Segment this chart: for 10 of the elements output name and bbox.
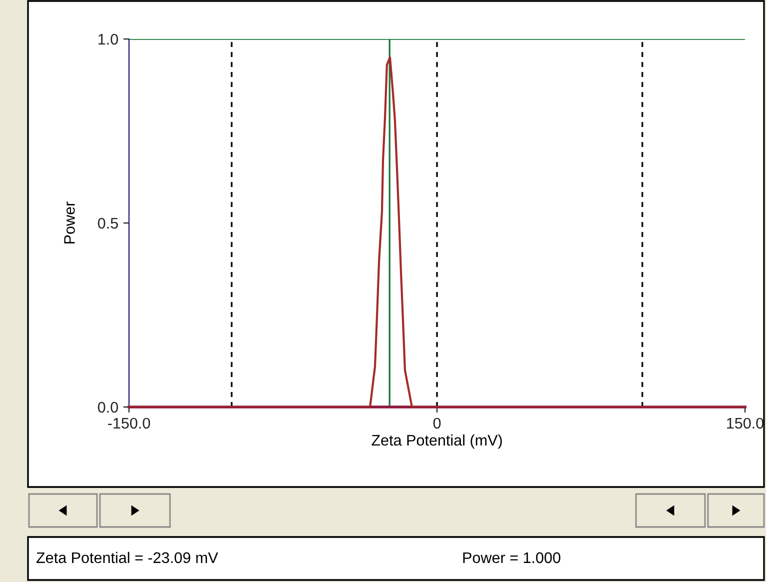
line-series — [129, 56, 745, 407]
y-tick-label: 1.0 — [98, 34, 118, 45]
text: Power = 1.000 — [463, 552, 560, 564]
y-tick-label: 0.0 — [98, 402, 118, 413]
x-axis-title: Zeta Potential (mV) — [372, 434, 502, 449]
x-tick-label: -150.0 — [108, 418, 150, 429]
y-tick-label: 0.5 — [98, 218, 118, 229]
text: Zeta Potential = -23.09 mV — [36, 552, 218, 564]
y-axis-title: Power — [64, 202, 75, 244]
x-tick-label: 0 — [433, 418, 441, 429]
